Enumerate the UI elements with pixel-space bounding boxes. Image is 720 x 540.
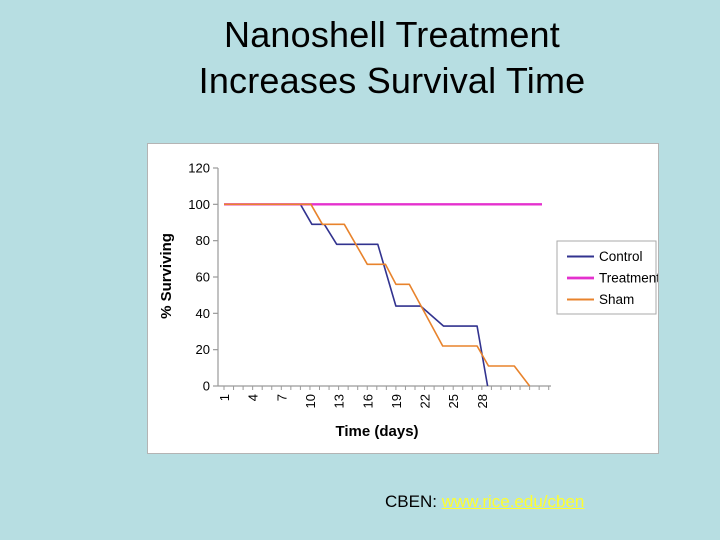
y-tick-label: 120	[188, 161, 210, 176]
footer-caption: CBEN: www.rice.edu/cben	[385, 492, 584, 512]
x-tick-label: 28	[475, 394, 490, 408]
y-tick-label: 80	[196, 233, 210, 248]
series-line-control	[224, 203, 489, 387]
y-tick-label: 100	[188, 197, 210, 212]
x-tick-label: 22	[418, 394, 433, 408]
x-tick-label: 13	[332, 394, 347, 408]
x-tick-label: 1	[217, 394, 232, 401]
y-tick-label: 40	[196, 306, 210, 321]
y-tick-label: 0	[203, 379, 210, 394]
x-tick-label: 19	[389, 394, 404, 408]
page-title: Nanoshell Treatment Increases Survival T…	[64, 12, 720, 104]
x-tick-label: 25	[446, 394, 461, 408]
title-line-2: Increases Survival Time	[198, 60, 586, 101]
y-tick-label: 60	[196, 270, 210, 285]
x-axis-title: Time (days)	[335, 423, 418, 440]
x-tick-label: 10	[303, 394, 318, 408]
legend-label-treatment: Treatment	[599, 271, 658, 286]
series-line-sham	[224, 203, 531, 387]
chart-panel: 0 20 40 60 80 100 120 1 4 7 10 13 16 19 22 25 28 % Surviv…	[147, 143, 659, 454]
legend-label-sham: Sham	[599, 292, 634, 307]
y-tick-label: 20	[196, 342, 210, 357]
cben-link[interactable]: www.rice.edu/cben	[441, 492, 585, 511]
y-axis-title: % Surviving	[158, 233, 175, 319]
x-tick-label: 7	[274, 394, 289, 401]
survival-chart: 0 20 40 60 80 100 120 1 4 7 10 13 16 19 22 25 28 % Surviv…	[158, 161, 658, 441]
x-tick-label: 4	[246, 394, 261, 401]
legend-label-control: Control	[599, 249, 643, 264]
title-line-1: Nanoshell Treatment	[224, 14, 560, 55]
cben-label: CBEN:	[385, 492, 437, 511]
x-tick-label: 16	[360, 394, 375, 408]
